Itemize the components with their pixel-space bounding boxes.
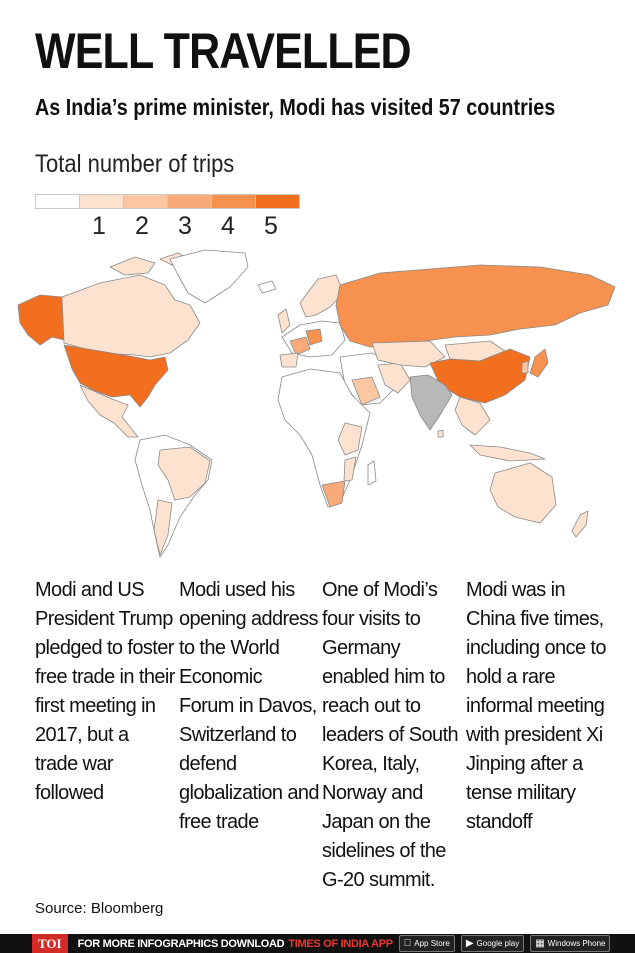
page-title: WELL TRAVELLED xyxy=(35,23,412,79)
legend-color-scale xyxy=(35,194,300,209)
map-indonesia xyxy=(469,444,546,462)
world-map xyxy=(17,249,616,558)
map-canada xyxy=(61,274,201,358)
legend-label-1: 1 xyxy=(92,212,106,240)
toi-logo: TOI xyxy=(32,934,68,953)
windows-phone-label: Windows Phone xyxy=(540,939,606,948)
legend-swatch-3 xyxy=(167,194,212,209)
column-us: Modi and US President Trump pledged to f… xyxy=(35,579,175,804)
map-iceland xyxy=(257,280,277,294)
map-france xyxy=(289,336,311,356)
footer-banner: TOI FOR MORE INFOGRAPHICS DOWNLOAD TIMES… xyxy=(0,934,635,953)
map-mexico xyxy=(79,384,139,438)
legend-swatch-5 xyxy=(255,194,300,209)
legend-label-3: 3 xyxy=(178,212,192,240)
column-germany: One of Modi’s four visits to Germany ena… xyxy=(322,579,459,891)
page-subtitle: As India’s prime minister, Modi has visi… xyxy=(35,94,556,120)
column-switzerland: Modi used his opening address to the Wor… xyxy=(179,579,320,833)
legend-swatch-2 xyxy=(123,194,168,209)
map-alaska xyxy=(17,294,65,346)
map-spain xyxy=(279,352,299,368)
footer-app-name: TIMES OF INDIA APP xyxy=(288,937,393,950)
map-brazil xyxy=(157,446,211,501)
map-saudi xyxy=(351,376,381,406)
map-east-africa xyxy=(337,422,363,456)
map-japan xyxy=(529,348,549,378)
map-argentina xyxy=(153,499,173,556)
play-icon: ▶ xyxy=(458,938,474,949)
google-play-button[interactable]: ▶ Google play xyxy=(458,935,525,952)
map-central-asia xyxy=(371,340,446,368)
footer-text: FOR MORE INFOGRAPHICS DOWNLOAD xyxy=(77,937,285,950)
column-china: Modi was in China five times, including … xyxy=(466,579,607,833)
legend-title: Total number of trips xyxy=(35,150,235,178)
app-store-button[interactable]:  App Store xyxy=(398,935,455,952)
app-store-label: App Store xyxy=(406,939,450,948)
legend-label-4: 4 xyxy=(221,212,235,240)
map-russia xyxy=(335,264,616,348)
map-new-zealand xyxy=(571,510,589,538)
map-germany xyxy=(305,328,323,346)
apple-icon:  xyxy=(404,938,412,949)
legend-swatch-0 xyxy=(35,194,80,209)
map-china xyxy=(429,348,531,404)
map-usa xyxy=(63,344,169,408)
map-southeast-asia xyxy=(454,396,491,436)
map-korea xyxy=(521,360,529,374)
google-play-label: Google play xyxy=(469,939,520,948)
map-india xyxy=(409,374,453,431)
map-madagascar xyxy=(367,460,377,486)
map-greenland xyxy=(169,249,249,304)
windows-icon: ▦ xyxy=(527,938,544,949)
legend-label-5: 5 xyxy=(264,212,278,240)
source-note: Source: Bloomberg xyxy=(35,900,164,917)
legend-label-2: 2 xyxy=(135,212,149,240)
windows-phone-button[interactable]: ▦ Windows Phone xyxy=(527,935,611,952)
map-uk xyxy=(277,308,291,334)
map-australia xyxy=(489,462,557,524)
map-mozambique xyxy=(343,456,357,482)
legend-swatch-4 xyxy=(211,194,256,209)
map-south-africa xyxy=(321,480,346,508)
map-sri-lanka xyxy=(437,429,444,438)
legend-swatch-1 xyxy=(79,194,124,209)
